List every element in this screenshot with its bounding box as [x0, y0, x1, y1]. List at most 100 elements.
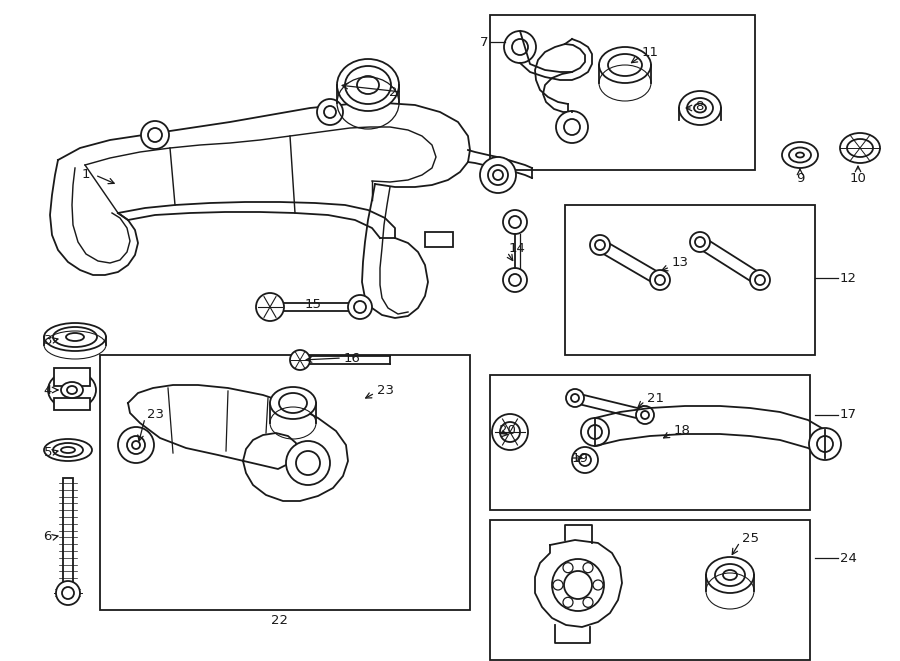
Ellipse shape: [337, 59, 399, 111]
Text: 5: 5: [43, 446, 52, 459]
Ellipse shape: [61, 447, 75, 453]
Text: 25: 25: [742, 531, 759, 545]
Circle shape: [62, 587, 74, 599]
Text: 13: 13: [672, 256, 689, 270]
Text: 23: 23: [377, 383, 394, 397]
Text: 17: 17: [840, 408, 857, 422]
Text: 23: 23: [147, 408, 164, 422]
Circle shape: [564, 119, 580, 135]
Circle shape: [593, 580, 603, 590]
Text: 15: 15: [305, 299, 322, 311]
Circle shape: [256, 293, 284, 321]
Circle shape: [588, 425, 602, 439]
Circle shape: [556, 111, 588, 143]
Circle shape: [493, 170, 503, 180]
Circle shape: [324, 106, 336, 118]
Ellipse shape: [270, 387, 316, 419]
Bar: [54, 398, 90, 410]
Circle shape: [552, 559, 604, 611]
Ellipse shape: [61, 382, 83, 398]
Circle shape: [132, 441, 140, 449]
Bar: [100, 355, 470, 610]
Bar: [490, 15, 755, 170]
Text: 8: 8: [695, 100, 704, 112]
Bar: [490, 520, 810, 660]
Circle shape: [503, 210, 527, 234]
Ellipse shape: [345, 66, 391, 104]
Ellipse shape: [279, 393, 307, 413]
Bar: [490, 375, 810, 510]
Circle shape: [571, 394, 579, 402]
Text: 3: 3: [43, 334, 52, 346]
Circle shape: [503, 268, 527, 292]
Text: 21: 21: [647, 391, 664, 405]
Circle shape: [690, 232, 710, 252]
Ellipse shape: [599, 47, 651, 83]
Circle shape: [509, 274, 521, 286]
Ellipse shape: [608, 54, 642, 76]
Circle shape: [500, 422, 520, 442]
Circle shape: [695, 237, 705, 247]
Circle shape: [583, 598, 593, 607]
Circle shape: [148, 128, 162, 142]
Circle shape: [504, 31, 536, 63]
Circle shape: [512, 39, 528, 55]
Text: 4: 4: [43, 383, 52, 397]
Ellipse shape: [357, 76, 379, 94]
Text: 16: 16: [344, 352, 361, 364]
Polygon shape: [128, 385, 348, 501]
Ellipse shape: [694, 104, 706, 112]
Circle shape: [581, 418, 609, 446]
Circle shape: [750, 270, 770, 290]
Ellipse shape: [53, 327, 97, 347]
Circle shape: [141, 121, 169, 149]
Ellipse shape: [67, 386, 77, 394]
Ellipse shape: [715, 564, 745, 586]
Bar: [54, 368, 90, 386]
Ellipse shape: [53, 443, 83, 457]
Text: 1: 1: [82, 169, 90, 182]
Circle shape: [553, 580, 563, 590]
Polygon shape: [535, 540, 622, 627]
Circle shape: [509, 216, 521, 228]
Text: 20: 20: [499, 424, 516, 436]
Text: 11: 11: [642, 46, 659, 59]
Circle shape: [348, 295, 372, 319]
Circle shape: [583, 563, 593, 572]
Circle shape: [590, 235, 610, 255]
Circle shape: [572, 447, 598, 473]
Text: 9: 9: [796, 171, 805, 184]
Bar: [565, 205, 815, 355]
Circle shape: [564, 571, 592, 599]
Text: 22: 22: [272, 613, 289, 627]
Ellipse shape: [782, 142, 818, 168]
Ellipse shape: [687, 98, 713, 118]
Circle shape: [563, 598, 573, 607]
Ellipse shape: [840, 133, 880, 163]
Bar: [63, 478, 73, 590]
Circle shape: [579, 454, 591, 466]
Circle shape: [492, 414, 528, 450]
Ellipse shape: [789, 147, 811, 163]
Text: 12: 12: [840, 272, 857, 284]
Circle shape: [317, 99, 343, 125]
Ellipse shape: [44, 439, 92, 461]
Ellipse shape: [66, 333, 84, 341]
Text: 2: 2: [390, 85, 398, 98]
Text: 7: 7: [480, 36, 488, 48]
Circle shape: [566, 389, 584, 407]
Ellipse shape: [706, 557, 754, 593]
Circle shape: [286, 441, 330, 485]
Circle shape: [480, 157, 516, 193]
Circle shape: [290, 350, 310, 370]
Circle shape: [296, 451, 320, 475]
Ellipse shape: [679, 91, 721, 125]
Circle shape: [127, 436, 145, 454]
Text: 24: 24: [840, 551, 857, 564]
Ellipse shape: [48, 371, 96, 409]
Circle shape: [563, 563, 573, 572]
Text: 19: 19: [572, 451, 589, 465]
Text: 18: 18: [674, 424, 691, 436]
Circle shape: [655, 275, 665, 285]
Circle shape: [354, 301, 366, 313]
